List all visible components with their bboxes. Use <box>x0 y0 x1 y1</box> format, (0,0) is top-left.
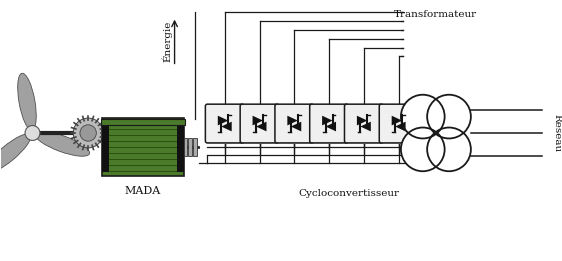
Ellipse shape <box>0 134 31 173</box>
FancyBboxPatch shape <box>345 104 383 143</box>
Text: MADA: MADA <box>125 186 161 196</box>
FancyBboxPatch shape <box>275 104 314 143</box>
Bar <box>102 122 108 172</box>
Polygon shape <box>360 122 371 131</box>
FancyBboxPatch shape <box>310 104 348 143</box>
FancyBboxPatch shape <box>241 105 280 144</box>
Bar <box>184 138 188 156</box>
FancyBboxPatch shape <box>206 105 245 144</box>
Polygon shape <box>357 116 368 126</box>
Ellipse shape <box>17 73 37 130</box>
Polygon shape <box>218 116 228 126</box>
Circle shape <box>401 128 445 171</box>
Bar <box>188 138 192 156</box>
Ellipse shape <box>35 132 89 156</box>
FancyBboxPatch shape <box>346 105 384 144</box>
Polygon shape <box>322 116 333 126</box>
Polygon shape <box>252 116 263 126</box>
Bar <box>177 122 184 172</box>
Bar <box>193 138 197 156</box>
FancyBboxPatch shape <box>311 105 350 144</box>
Circle shape <box>80 125 96 141</box>
FancyBboxPatch shape <box>205 104 244 143</box>
Bar <box>102 118 184 176</box>
Text: Cycloconvertisseur: Cycloconvertisseur <box>298 189 399 198</box>
Text: Transformateur: Transformateur <box>395 10 478 19</box>
FancyBboxPatch shape <box>380 105 419 144</box>
Text: Énergie: Énergie <box>428 110 438 152</box>
Polygon shape <box>287 116 298 126</box>
Polygon shape <box>395 122 406 131</box>
Circle shape <box>427 128 471 171</box>
Text: Énergie: Énergie <box>162 21 173 62</box>
Circle shape <box>25 126 40 140</box>
FancyBboxPatch shape <box>276 105 315 144</box>
Circle shape <box>73 118 103 148</box>
FancyBboxPatch shape <box>379 104 418 143</box>
FancyBboxPatch shape <box>240 104 279 143</box>
Circle shape <box>427 95 471 138</box>
Polygon shape <box>256 122 266 131</box>
Polygon shape <box>392 116 402 126</box>
Polygon shape <box>221 122 232 131</box>
Circle shape <box>401 95 445 138</box>
Text: Réseau: Réseau <box>552 114 561 152</box>
Polygon shape <box>325 122 336 131</box>
Polygon shape <box>291 122 301 131</box>
Bar <box>101 119 184 125</box>
